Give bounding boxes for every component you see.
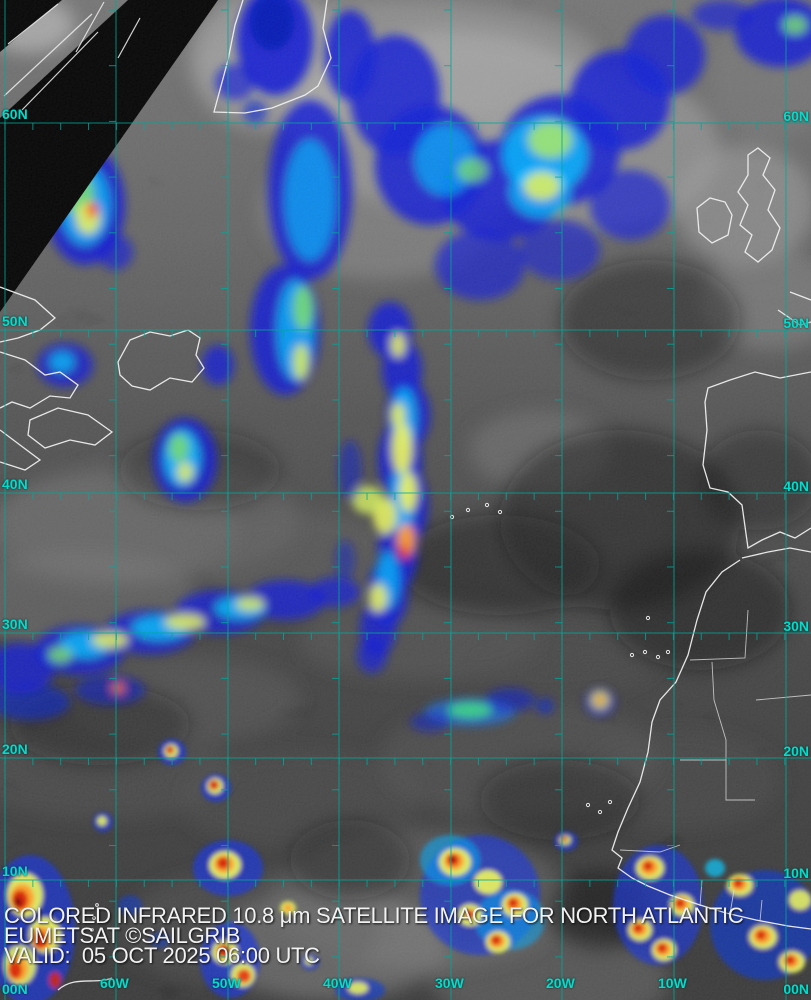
caption-title: COLORED INFRARED 10.8 μm SATELLITE IMAGE… [4,903,744,928]
caption-valid-time: VALID: 05 OCT 2025 06:00 UTC [4,943,320,968]
caption-credit: EUMETSAT ©SAILGRIB [4,923,241,948]
caption-block: COLORED INFRARED 10.8 μm SATELLITE IMAGE… [4,903,744,968]
